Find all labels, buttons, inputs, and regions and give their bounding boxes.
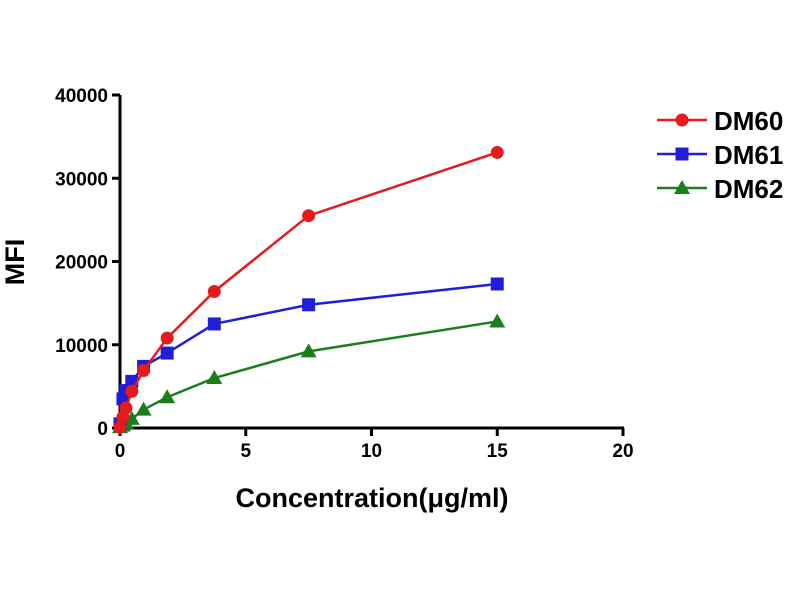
data-point bbox=[160, 331, 174, 345]
plot-area bbox=[112, 145, 506, 434]
x-axis-label: Concentration(μg/ml) bbox=[235, 483, 508, 513]
data-point bbox=[302, 209, 316, 223]
legend-item-dm61: DM61 bbox=[657, 140, 783, 170]
data-point bbox=[302, 298, 316, 312]
y-tick-label: 20000 bbox=[55, 253, 108, 274]
x-tick-label: 0 bbox=[115, 441, 126, 462]
data-point bbox=[160, 346, 174, 360]
legend-label: DM62 bbox=[714, 174, 783, 204]
x-tick-label: 15 bbox=[487, 441, 509, 462]
data-point bbox=[675, 113, 689, 127]
data-point bbox=[489, 313, 506, 328]
x-tick-label: 20 bbox=[612, 441, 633, 462]
data-point bbox=[207, 317, 221, 331]
legend: DM60 DM61 DM62 bbox=[657, 106, 783, 204]
data-point bbox=[490, 277, 504, 291]
legend-item-dm60: DM60 bbox=[657, 106, 783, 136]
data-point bbox=[125, 384, 139, 398]
x-tick-label: 10 bbox=[361, 441, 382, 462]
legend-label: DM60 bbox=[714, 106, 783, 136]
data-point bbox=[113, 420, 127, 434]
data-point bbox=[119, 401, 133, 415]
data-point bbox=[674, 180, 690, 194]
data-point bbox=[207, 284, 221, 298]
y-axis-label: MFI bbox=[0, 239, 30, 286]
x-tick-label: 5 bbox=[240, 441, 251, 462]
legend-label: DM61 bbox=[714, 140, 783, 170]
y-tick-label: 40000 bbox=[55, 86, 108, 107]
data-point bbox=[490, 145, 504, 159]
axes: 0 5 10 15 20 0 10000 20000 30000 40000 bbox=[55, 86, 633, 462]
series-dm60 bbox=[113, 145, 504, 434]
y-tick-label: 10000 bbox=[55, 336, 108, 357]
legend-item-dm62: DM62 bbox=[657, 174, 783, 204]
series-dm62 bbox=[112, 313, 506, 434]
data-point bbox=[159, 389, 176, 404]
data-point bbox=[206, 370, 223, 385]
data-point bbox=[675, 147, 689, 161]
data-point bbox=[135, 401, 152, 416]
data-point bbox=[137, 364, 151, 378]
series-line bbox=[119, 320, 498, 429]
y-tick-label: 30000 bbox=[55, 169, 108, 190]
y-tick-label: 0 bbox=[97, 419, 108, 440]
data-point bbox=[300, 343, 317, 358]
